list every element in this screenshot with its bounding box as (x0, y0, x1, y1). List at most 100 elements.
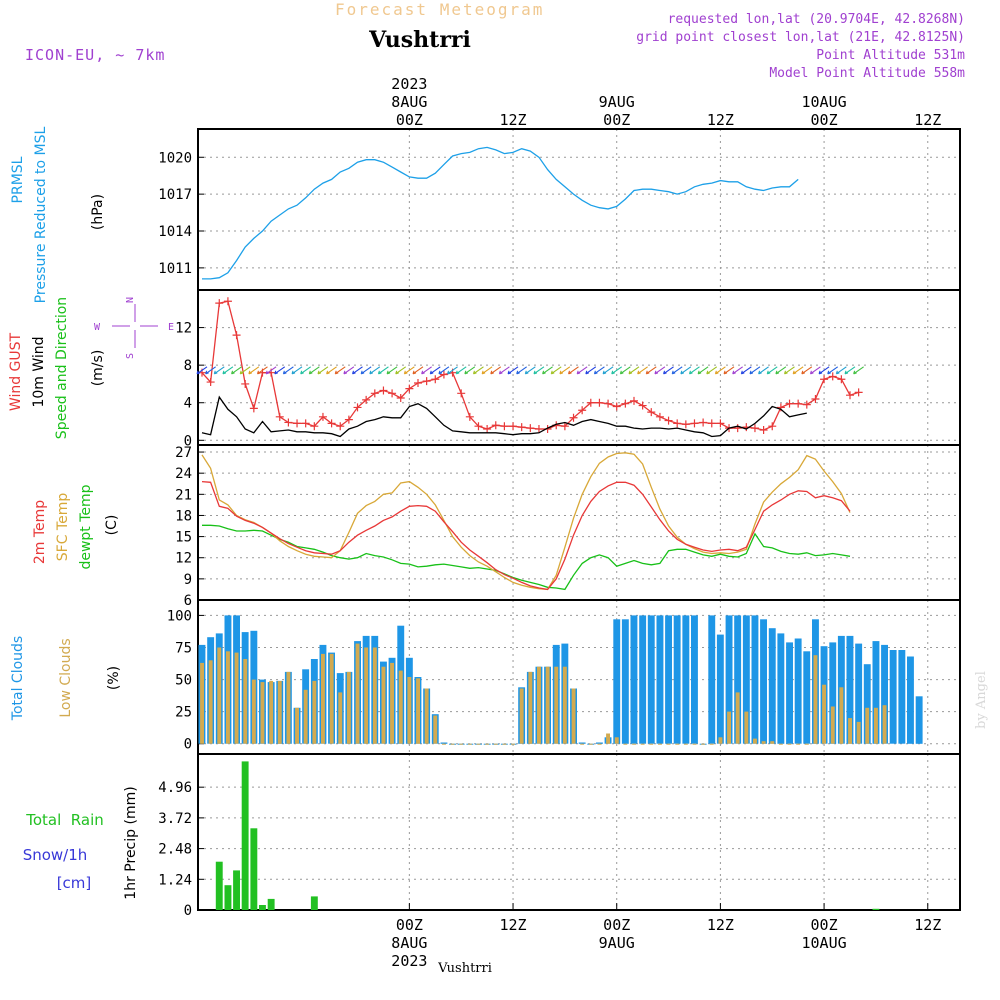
wind-arrow (377, 366, 389, 375)
low-cloud-bar (364, 647, 369, 744)
clouds-ytick-label: 75 (175, 640, 192, 656)
low-cloud-bar (554, 666, 559, 744)
wind-arrow (524, 366, 536, 375)
location-title: Vushtrri (368, 27, 471, 53)
wind-arrow (317, 366, 329, 375)
low-cloud-bar (398, 670, 403, 744)
gust-point (759, 425, 768, 434)
gust-point (483, 425, 492, 434)
gust-point (673, 419, 682, 428)
low-cloud-bar (804, 743, 809, 745)
temperature-ytick-label: 24 (175, 466, 192, 482)
gust-point (293, 419, 302, 428)
wind-arrow (464, 366, 476, 375)
wind-arrow (567, 366, 579, 375)
low-cloud-bar (502, 743, 507, 745)
wind-arrow (369, 366, 381, 375)
pressure-ytick-label: 1017 (158, 187, 192, 203)
total-cloud-bar (751, 615, 759, 744)
label-pressure-unit: (hPa) (90, 194, 106, 230)
temperature-ytick-label: 6 (184, 593, 192, 609)
low-cloud-bar (424, 688, 429, 744)
wind-arrow (611, 366, 623, 375)
total-cloud-bar (440, 742, 448, 744)
footer-location: Vushtrri (437, 961, 492, 976)
wind-arrow (550, 366, 562, 375)
label-low-clouds: Low Clouds (58, 638, 74, 717)
compass-s: S (125, 353, 136, 359)
clouds-ytick-label: 0 (184, 737, 192, 753)
bottom-time-label: 2023 (391, 952, 427, 970)
precip-panel: 0 1.24 2.48 3.72 4.96 (158, 753, 961, 919)
gust-point (655, 412, 664, 421)
wind-arrow (585, 366, 597, 375)
wind-ytick-label: 12 (175, 321, 192, 337)
low-cloud-bar (338, 692, 343, 744)
low-cloud-bar (727, 711, 731, 744)
gust-point (232, 331, 241, 340)
low-cloud-bar (683, 743, 688, 745)
wind-arrow (740, 366, 752, 375)
precip-ytick-label: 1.24 (158, 872, 192, 888)
wind-arrow (429, 366, 441, 375)
precip-ytick-label: 3.72 (158, 811, 192, 827)
wind-arrow (576, 366, 588, 375)
wind-arrow (300, 366, 311, 375)
rain-bar (267, 898, 275, 910)
temperature-ytick-label: 9 (184, 572, 192, 588)
credit-label: by Angel (974, 671, 989, 729)
wind-arrow (205, 366, 216, 375)
bottom-time-label: 9AUG (599, 934, 635, 952)
clouds-panel: 0 25 50 75 100 (167, 599, 961, 755)
wind-arrow (351, 366, 363, 375)
gust-point (586, 398, 595, 407)
gust-point (223, 297, 232, 306)
low-cloud-bar (390, 662, 394, 744)
total-cloud-bar (768, 628, 776, 744)
wind-arrow (516, 366, 527, 375)
wind-arrow (239, 366, 251, 375)
wind-arrow (308, 366, 320, 375)
wind-arrow (265, 366, 277, 375)
temperature-dewpt-line (202, 524, 851, 591)
temperature-ytick-label: 21 (175, 487, 192, 503)
low-cloud-bar (830, 706, 835, 744)
low-cloud-bar (433, 715, 438, 744)
gust-point (474, 422, 483, 431)
gust-point (811, 394, 820, 403)
gust-point (837, 375, 846, 384)
total-cloud-bar (872, 641, 880, 744)
low-cloud-bar (493, 743, 498, 745)
rain-bar (310, 896, 318, 910)
point-altitude: Point Altitude 531m (816, 48, 965, 63)
low-cloud-bar (822, 684, 826, 744)
top-time-label: 12Z (707, 111, 734, 129)
wind-arrow (706, 366, 718, 375)
low-cloud-bar (243, 659, 248, 744)
low-cloud-bar (407, 677, 412, 744)
low-cloud-bar (511, 743, 515, 745)
grid-point-coords: grid point closest lon,lat (21E, 42.8125… (636, 30, 965, 45)
wind-arrow (326, 366, 337, 375)
total-cloud-bar (682, 615, 690, 744)
wind-arrow (663, 366, 674, 375)
temperature-panel: 6 9 12 15 18 21 24 27 (175, 444, 961, 609)
low-cloud-bar (623, 743, 628, 745)
gust-point (241, 379, 250, 388)
gust-point (707, 419, 716, 428)
total-cloud-bar (673, 615, 681, 744)
temperature-sfc-line (201, 452, 851, 591)
rain-bar (872, 908, 880, 910)
wind-arrow (533, 366, 545, 375)
gust-point (604, 399, 613, 408)
wind-arrow (455, 366, 467, 375)
wind-arrow (637, 366, 648, 375)
low-cloud-bar (701, 743, 706, 745)
top-time-label: 00Z (603, 111, 630, 129)
gust-point (310, 422, 319, 431)
low-cloud-bar (355, 643, 360, 744)
low-cloud-bar (787, 743, 792, 745)
wind-arrow (766, 366, 778, 375)
low-cloud-bar (580, 743, 585, 745)
low-cloud-bar (597, 743, 602, 745)
